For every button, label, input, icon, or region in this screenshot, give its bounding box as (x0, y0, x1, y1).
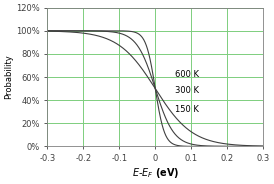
X-axis label: $\mathbf{\mathit{E}}$-$\mathbf{\mathit{E}}_{\mathbf{\mathit{F}}}$ $\mathbf{(eV)}: $\mathbf{\mathit{E}}$-$\mathbf{\mathit{E… (132, 166, 179, 180)
Text: 300 K: 300 K (175, 86, 199, 95)
Text: 150 K: 150 K (175, 105, 199, 114)
Y-axis label: Probability: Probability (4, 55, 13, 99)
Text: 600 K: 600 K (175, 70, 199, 79)
